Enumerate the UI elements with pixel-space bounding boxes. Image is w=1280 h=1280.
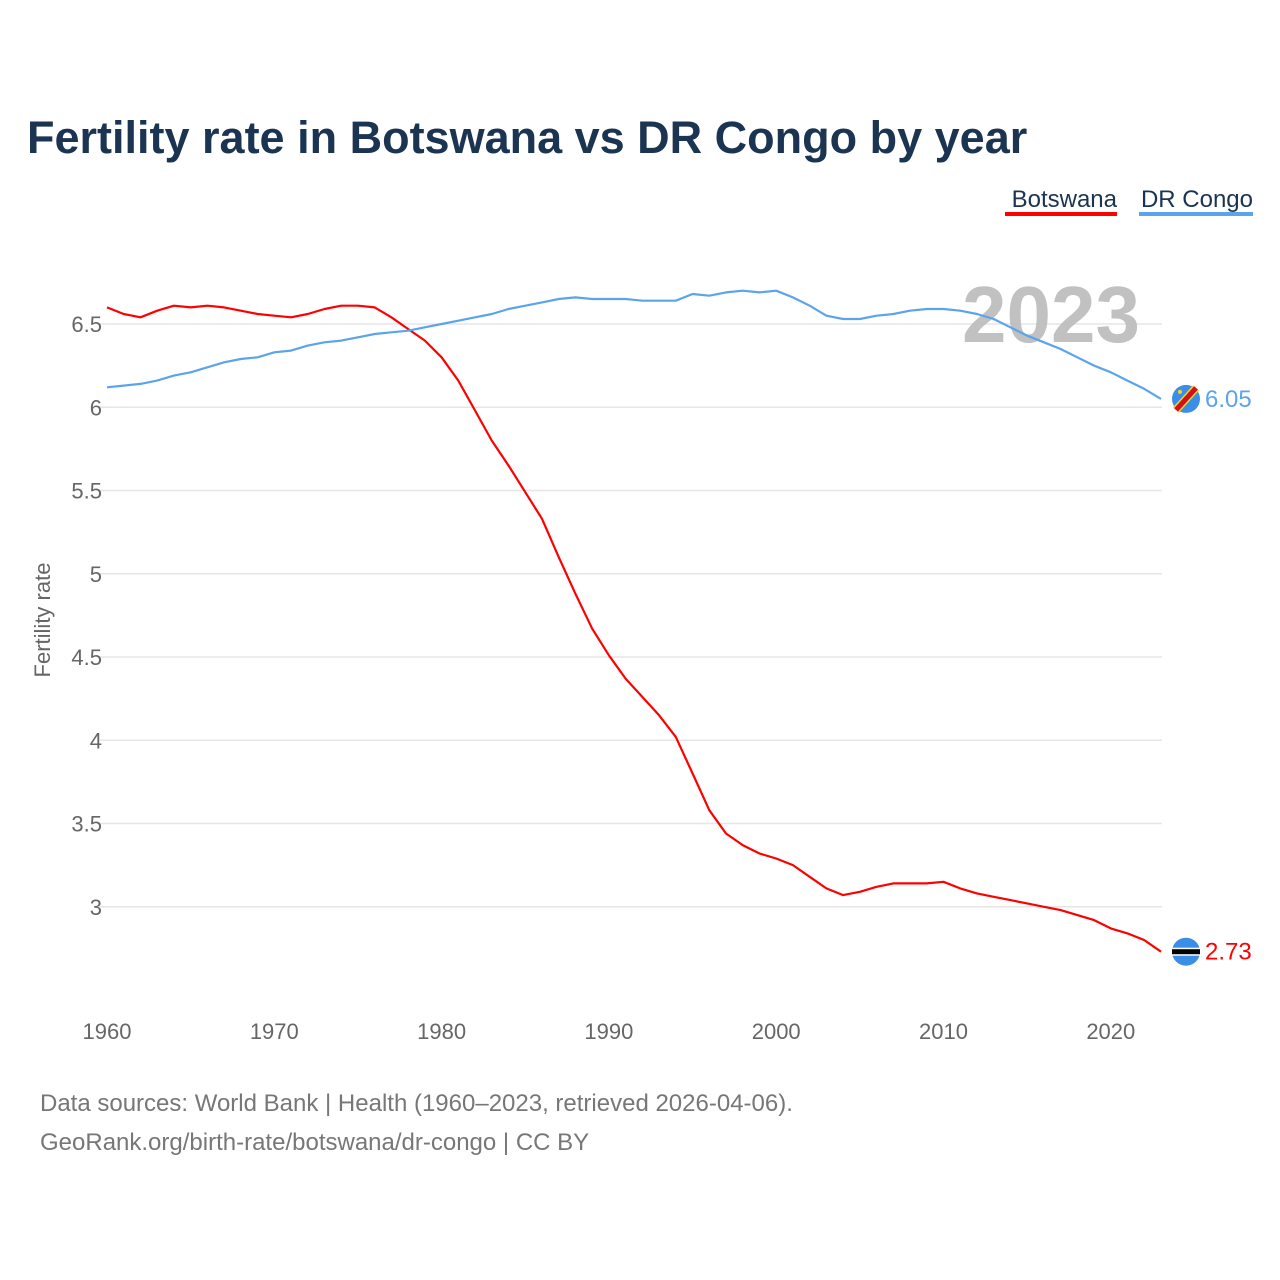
y-tick-label: 4.5 <box>71 645 102 670</box>
legend-item-botswana[interactable]: Botswana <box>1005 186 1118 216</box>
y-tick-label: 5.5 <box>71 479 102 504</box>
end-marker-botswana: 2.73 <box>1172 937 1252 966</box>
y-tick-label: 4 <box>90 728 102 753</box>
legend-swatch-botswana <box>1005 212 1117 216</box>
x-tick-label: 1970 <box>250 1019 299 1044</box>
flag-star <box>1178 389 1182 394</box>
end-marker-dr-congo: 6.05 <box>1172 384 1252 413</box>
series-lines <box>106 289 1162 953</box>
y-tick-label: 6 <box>90 395 102 420</box>
y-tick-label: 3.5 <box>71 812 102 837</box>
gridlines <box>100 323 1162 908</box>
x-tick-label: 1960 <box>83 1019 132 1044</box>
y-axis-label: Fertility rate <box>30 563 55 678</box>
flag-stripe <box>1172 949 1200 955</box>
y-tick-label: 5 <box>90 562 102 587</box>
x-tick-label: 2000 <box>752 1019 801 1044</box>
legend-label-dr-congo: DR Congo <box>1141 186 1253 213</box>
chart-title: Fertility rate in Botswana vs DR Congo b… <box>27 112 1027 163</box>
flag-stripe <box>1174 386 1198 412</box>
x-tick-label: 1990 <box>584 1019 633 1044</box>
x-tick-label: 2020 <box>1086 1019 1135 1044</box>
y-tick-label: 6.5 <box>71 312 102 337</box>
y-axis: 3 3.5 4 4.5 5 5.5 6 6.5 <box>71 312 102 920</box>
end-markers: 2.73 6.05 <box>1172 384 1252 966</box>
end-value-label-botswana: 2.73 <box>1205 939 1252 966</box>
footer-source: Data sources: World Bank | Health (1960–… <box>40 1090 793 1117</box>
legend-swatch-dr-congo <box>1139 212 1253 216</box>
x-axis: 1960 1970 1980 1990 2000 2010 2020 <box>83 1019 1136 1044</box>
series-line-botswana <box>106 304 1162 953</box>
series-line-dr-congo <box>106 289 1162 400</box>
x-tick-label: 2010 <box>919 1019 968 1044</box>
footer-link[interactable]: GeoRank.org/birth-rate/botswana/dr-congo… <box>40 1129 589 1156</box>
end-value-label-dr-congo: 6.05 <box>1205 386 1252 413</box>
x-tick-label: 1980 <box>417 1019 466 1044</box>
legend-item-dr-congo[interactable]: DR Congo <box>1139 186 1253 216</box>
y-tick-label: 3 <box>90 895 102 920</box>
legend-label-botswana: Botswana <box>1012 186 1118 213</box>
